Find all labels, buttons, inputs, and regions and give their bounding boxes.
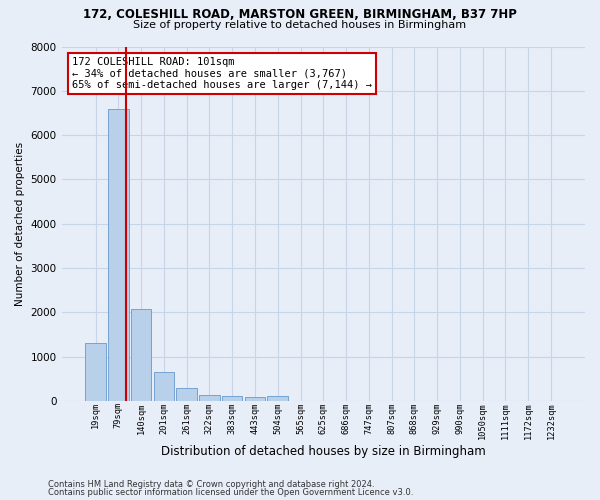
- Bar: [131, 308, 151, 401]
- Text: Contains public sector information licensed under the Open Government Licence v3: Contains public sector information licen…: [48, 488, 413, 497]
- Bar: [85, 343, 106, 401]
- Bar: [199, 394, 220, 401]
- Text: 172, COLESHILL ROAD, MARSTON GREEN, BIRMINGHAM, B37 7HP: 172, COLESHILL ROAD, MARSTON GREEN, BIRM…: [83, 8, 517, 20]
- Text: Size of property relative to detached houses in Birmingham: Size of property relative to detached ho…: [133, 20, 467, 30]
- Bar: [154, 372, 174, 401]
- Bar: [108, 108, 128, 401]
- Bar: [222, 396, 242, 401]
- Text: Contains HM Land Registry data © Crown copyright and database right 2024.: Contains HM Land Registry data © Crown c…: [48, 480, 374, 489]
- X-axis label: Distribution of detached houses by size in Birmingham: Distribution of detached houses by size …: [161, 444, 485, 458]
- Bar: [176, 388, 197, 401]
- Bar: [268, 396, 288, 401]
- Text: 172 COLESHILL ROAD: 101sqm
← 34% of detached houses are smaller (3,767)
65% of s: 172 COLESHILL ROAD: 101sqm ← 34% of deta…: [72, 57, 372, 90]
- Bar: [245, 398, 265, 401]
- Y-axis label: Number of detached properties: Number of detached properties: [15, 142, 25, 306]
